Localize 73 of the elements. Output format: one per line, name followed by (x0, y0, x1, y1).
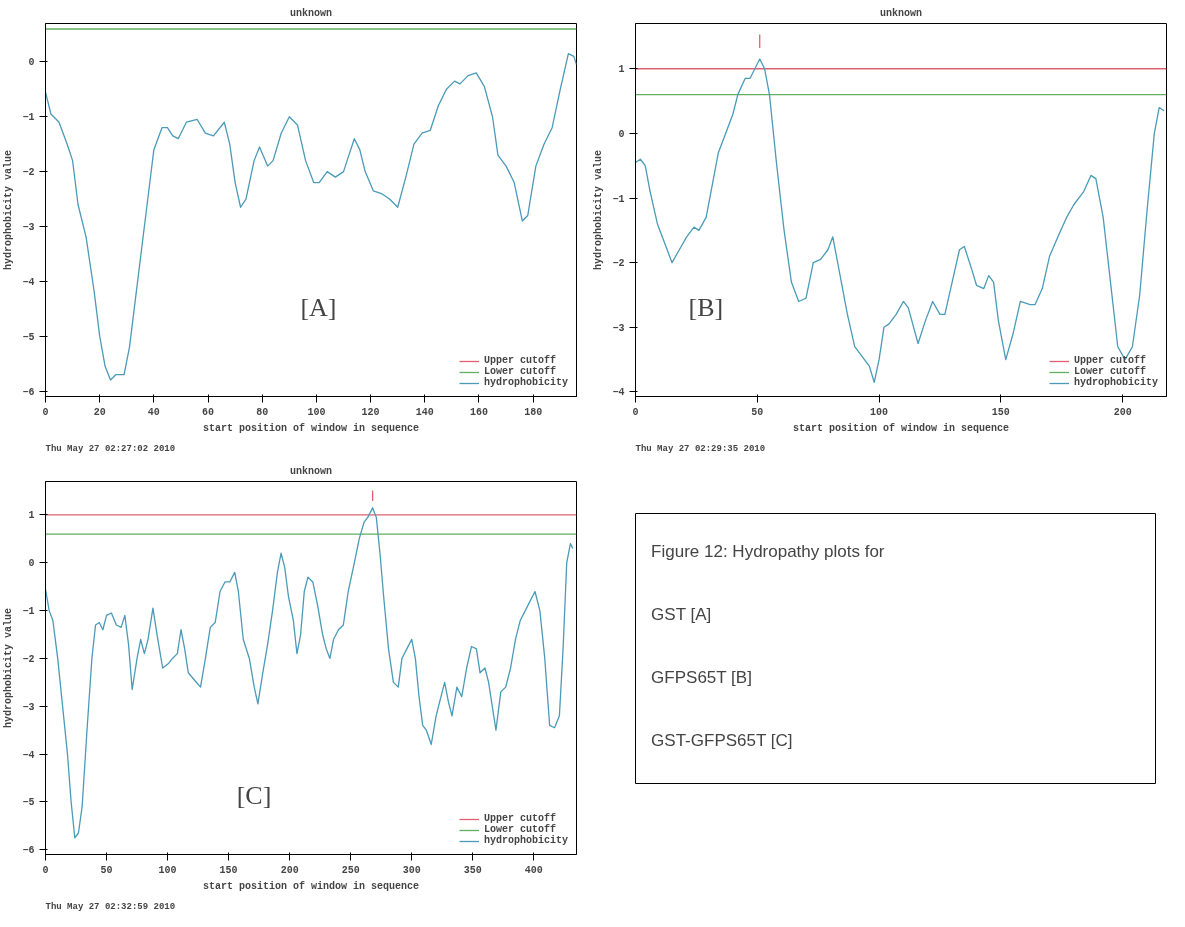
y-tick-label: 1 (618, 64, 625, 76)
y-axis-title: hydrophobicity value (593, 149, 605, 271)
x-tick-label: 0 (42, 406, 49, 418)
legend-label: Upper cutoff (483, 813, 556, 824)
annotation: [C] (236, 780, 272, 810)
y-tick-label: −6 (22, 845, 35, 857)
x-tick-label: 60 (202, 406, 215, 418)
y-tick-label: −1 (22, 112, 35, 124)
x-tick-label: 0 (42, 864, 49, 876)
legend-label: hydrophobicity (483, 835, 568, 846)
text: Thu May 27 02:32:59 2010 (45, 901, 176, 912)
x-tick-label: 20 (93, 406, 106, 418)
x-tick-label: 180 (524, 406, 543, 418)
annotation: [B] (688, 292, 724, 322)
chart-title: unknown (290, 465, 333, 477)
text: Figure 12: Hydropathy plots for (651, 541, 885, 561)
x-tick-label: 40 (147, 406, 160, 418)
legend-label: Upper cutoff (1073, 355, 1146, 366)
x-tick-label: 400 (524, 864, 543, 876)
text: Thu May 27 02:29:35 2010 (635, 443, 766, 454)
legend-label: Upper cutoff (483, 355, 556, 366)
x-tick-label: 140 (415, 406, 434, 418)
text: GST [A] (651, 604, 712, 624)
legend-label: Lower cutoff (1073, 366, 1146, 377)
x-axis-title: start position of window in sequence (202, 422, 420, 434)
y-tick-label: −5 (22, 797, 35, 809)
x-tick-label: 300 (402, 864, 421, 876)
y-tick-label: 0 (28, 558, 35, 570)
x-tick-label: 150 (991, 406, 1010, 418)
x-axis-title: start position of window in sequence (792, 422, 1010, 434)
y-tick-label: −1 (22, 606, 35, 618)
y-axis-title: hydrophobicity value (3, 149, 15, 271)
y-tick-label: −5 (22, 331, 35, 343)
x-tick-label: 350 (463, 864, 482, 876)
x-tick-label: 100 (870, 406, 889, 418)
x-tick-label: 0 (632, 406, 639, 418)
x-tick-label: 100 (307, 406, 326, 418)
x-tick-label: 200 (280, 864, 299, 876)
x-tick-label: 100 (158, 864, 177, 876)
y-tick-label: −2 (22, 167, 35, 179)
legend-label: Lower cutoff (483, 366, 556, 377)
y-tick-label: −4 (22, 749, 35, 761)
text: Thu May 27 02:27:02 2010 (45, 443, 176, 454)
y-axis-title: hydrophobicity value (3, 607, 15, 729)
chart-title: unknown (880, 7, 923, 19)
y-tick-label: −2 (22, 653, 35, 665)
x-tick-label: 80 (256, 406, 269, 418)
x-tick-label: 50 (751, 406, 764, 418)
x-tick-label: 50 (100, 864, 113, 876)
x-tick-label: 160 (469, 406, 488, 418)
y-tick-label: −4 (22, 276, 35, 288)
y-tick-label: 1 (28, 510, 35, 522)
x-tick-label: 150 (219, 864, 238, 876)
x-tick-label: 120 (361, 406, 380, 418)
legend-label: hydrophobicity (1073, 377, 1158, 388)
legend-label: hydrophobicity (483, 377, 568, 388)
y-tick-label: −6 (22, 386, 35, 398)
legend-label: Lower cutoff (483, 824, 556, 835)
text: GST-GFPS65T [C] (651, 730, 793, 750)
x-tick-label: 200 (1113, 406, 1132, 418)
y-tick-label: −1 (612, 193, 625, 205)
y-tick-label: −4 (612, 387, 625, 399)
y-tick-label: 0 (28, 57, 35, 69)
text: GFPS65T [B] (651, 667, 752, 687)
y-tick-label: −3 (22, 701, 35, 713)
y-tick-label: −2 (612, 258, 625, 270)
y-tick-label: −3 (22, 221, 35, 233)
x-tick-label: 250 (341, 864, 360, 876)
y-tick-label: −3 (612, 322, 625, 334)
x-axis-title: start position of window in sequence (202, 880, 420, 892)
annotation: [A] (300, 292, 337, 322)
chart-title: unknown (290, 7, 333, 19)
y-tick-label: 0 (618, 128, 625, 140)
